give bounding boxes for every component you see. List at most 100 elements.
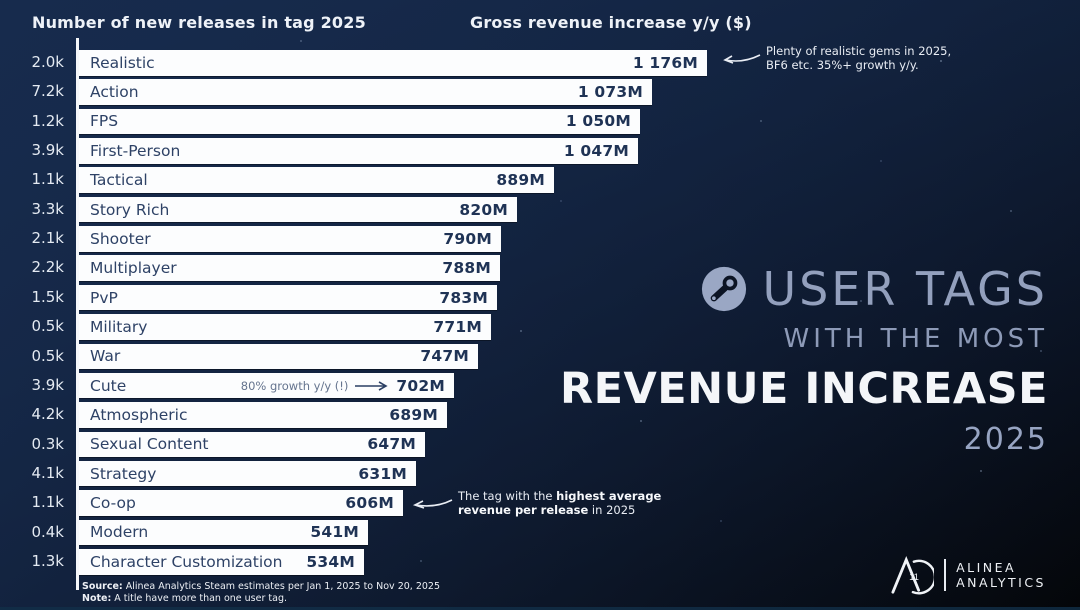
tag-label: Character Customization [90,552,283,571]
source-line: Source: Alinea Analytics Steam estimates… [82,581,440,593]
release-count-label: 3.3k [31,199,64,218]
revenue-bar: Cute 80% growth y/y (!) 702M [79,372,454,399]
revenue-bar: Tactical 889M [79,167,554,193]
revenue-bar: Story Rich 820M [79,196,517,223]
release-count-label: 0.4k [31,522,64,541]
annotation-realistic: Plenty of realistic gems in 2025, BF6 et… [766,44,951,72]
release-count-label: 0.5k [31,346,64,365]
release-count-label: 0.5k [31,317,64,336]
left-arrow-icon [412,499,453,509]
steam-logo-icon [702,266,747,312]
release-count-label: 1.1k [31,493,64,512]
chart-row: 4.1k Strategy 631M [31,460,719,487]
value-label: 747M [420,347,469,366]
annotation-coop-line1: The tag with the highest average [458,489,661,503]
note-text: A title have more than one user tag. [111,592,287,604]
title-with-the-most: WITH THE MOST [783,324,1048,354]
revenue-bar: Realistic 1 176M [79,50,707,76]
tag-label: Military [90,317,148,336]
value-label: 1 073M [577,83,643,102]
release-count-label: 1.5k [31,287,64,306]
annotation-coop: The tag with the highest average revenue… [458,489,661,517]
bar-chart: 2.0k Realistic 1 176M 7.2k Action 1 073M 1.2k F… [31,50,719,580]
chart-axis-line [76,38,79,590]
revenue-bar: War 747M [79,343,478,370]
chart-row: 1.5k PvP 783M [31,284,719,311]
alinea-mark-number: 11 [909,572,919,583]
tag-label: First-Person [90,141,181,160]
chart-row: 1.1k Co-op 606M [31,490,719,516]
revenue-bar: Sexual Content 647M [79,431,425,458]
chart-row: 2.2k Multiplayer 788M [31,255,719,282]
chart-row: 2.0k Realistic 1 176M [31,50,719,76]
bottom-edge-strip [0,607,1080,610]
growth-note: 80% growth y/y (!) [240,378,349,393]
chart-row: 3.9k First-Person 1 047M [31,138,719,164]
note-label: Note: [82,592,112,604]
release-count-label: 2.1k [31,229,64,248]
revenue-bar: Atmospheric 689M [79,402,447,428]
tag-label: Multiplayer [90,259,177,278]
chart-row: 3.3k Story Rich 820M [31,196,719,223]
revenue-bar: Multiplayer 788M [79,255,500,282]
annotation-coop-line2-bold: revenue per release [458,503,589,517]
revenue-bar: Military 771M [79,314,491,340]
release-count-label: 1.2k [31,111,64,130]
logo-name-line1: ALINEA [956,560,1017,575]
right-arrow-icon [354,380,389,391]
tag-label: Cute [90,376,127,395]
revenue-bar: FPS 1 050M [79,108,640,135]
tag-label: Story Rich [90,200,170,219]
tag-label: Modern [90,523,149,542]
value-label: 689M [389,405,438,424]
tag-label: War [90,347,121,366]
release-count-label: 3.9k [31,375,64,394]
source-note-block: Source: Alinea Analytics Steam estimates… [82,581,440,604]
chart-row: 0.3k Sexual Content 647M [31,431,719,458]
left-arrow-icon [723,54,761,64]
annotation-coop-line2: revenue per release in 2025 [458,503,661,517]
star-speckle-texture [0,0,2,2]
title-user-tags: USER TAGS [762,262,1048,316]
chart-row: 1.2k FPS 1 050M [31,108,719,135]
logo-name-line2: ANALYTICS [956,575,1046,590]
tag-label: Co-op [90,494,136,513]
left-column-header: Number of new releases in tag 2025 [32,13,366,32]
tag-label: Realistic [90,53,155,72]
value-label: 647M [367,435,416,454]
tag-label: Strategy [90,464,157,483]
release-count-label: 2.0k [31,53,64,71]
chart-row: 4.2k Atmospheric 689M [31,402,719,428]
value-label: 702M [396,376,445,395]
release-count-label: 0.3k [31,434,64,453]
value-label: 889M [496,171,545,190]
tag-label: PvP [90,288,118,307]
tag-label: FPS [90,112,119,131]
title-revenue-increase: REVENUE INCREASE [559,364,1048,414]
chart-row: 1.1k Tactical 889M [31,167,719,193]
title-block: USER TAGS WITH THE MOST REVENUE INCREASE… [560,262,1048,457]
release-count-label: 1.1k [31,170,64,189]
release-count-label: 3.9k [31,141,64,160]
title-line1-row: USER TAGS [560,262,1048,316]
chart-row: 0.5k War 747M [31,343,719,370]
value-label: 631M [358,464,407,483]
revenue-bar: Shooter 790M [79,226,501,252]
annotation-coop-line2-text: in 2025 [588,503,636,517]
bar-value-header: Gross revenue increase y/y ($) [470,13,752,32]
note-line: Note: A title have more than one user ta… [82,593,440,605]
tag-label: Atmospheric [90,405,188,424]
value-label: 1 050M [565,112,631,131]
revenue-bar: PvP 783M [79,284,497,311]
value-label: 783M [439,288,488,307]
revenue-bar: Action 1 073M [79,79,652,105]
annotation-realistic-line1: Plenty of realistic gems in 2025, [766,44,952,58]
revenue-bar: Modern 541M [79,519,368,546]
annotation-coop-line1-bold: highest average [556,489,662,503]
revenue-bar: Character Customization 534M [79,548,364,575]
chart-row: 0.5k Military 771M [31,314,719,340]
release-count-label: 2.2k [31,258,64,277]
chart-row: 1.3k Character Customization 534M [31,548,719,575]
source-text: Alinea Analytics Steam estimates per Jan… [122,581,441,592]
value-label: 790M [443,229,492,248]
